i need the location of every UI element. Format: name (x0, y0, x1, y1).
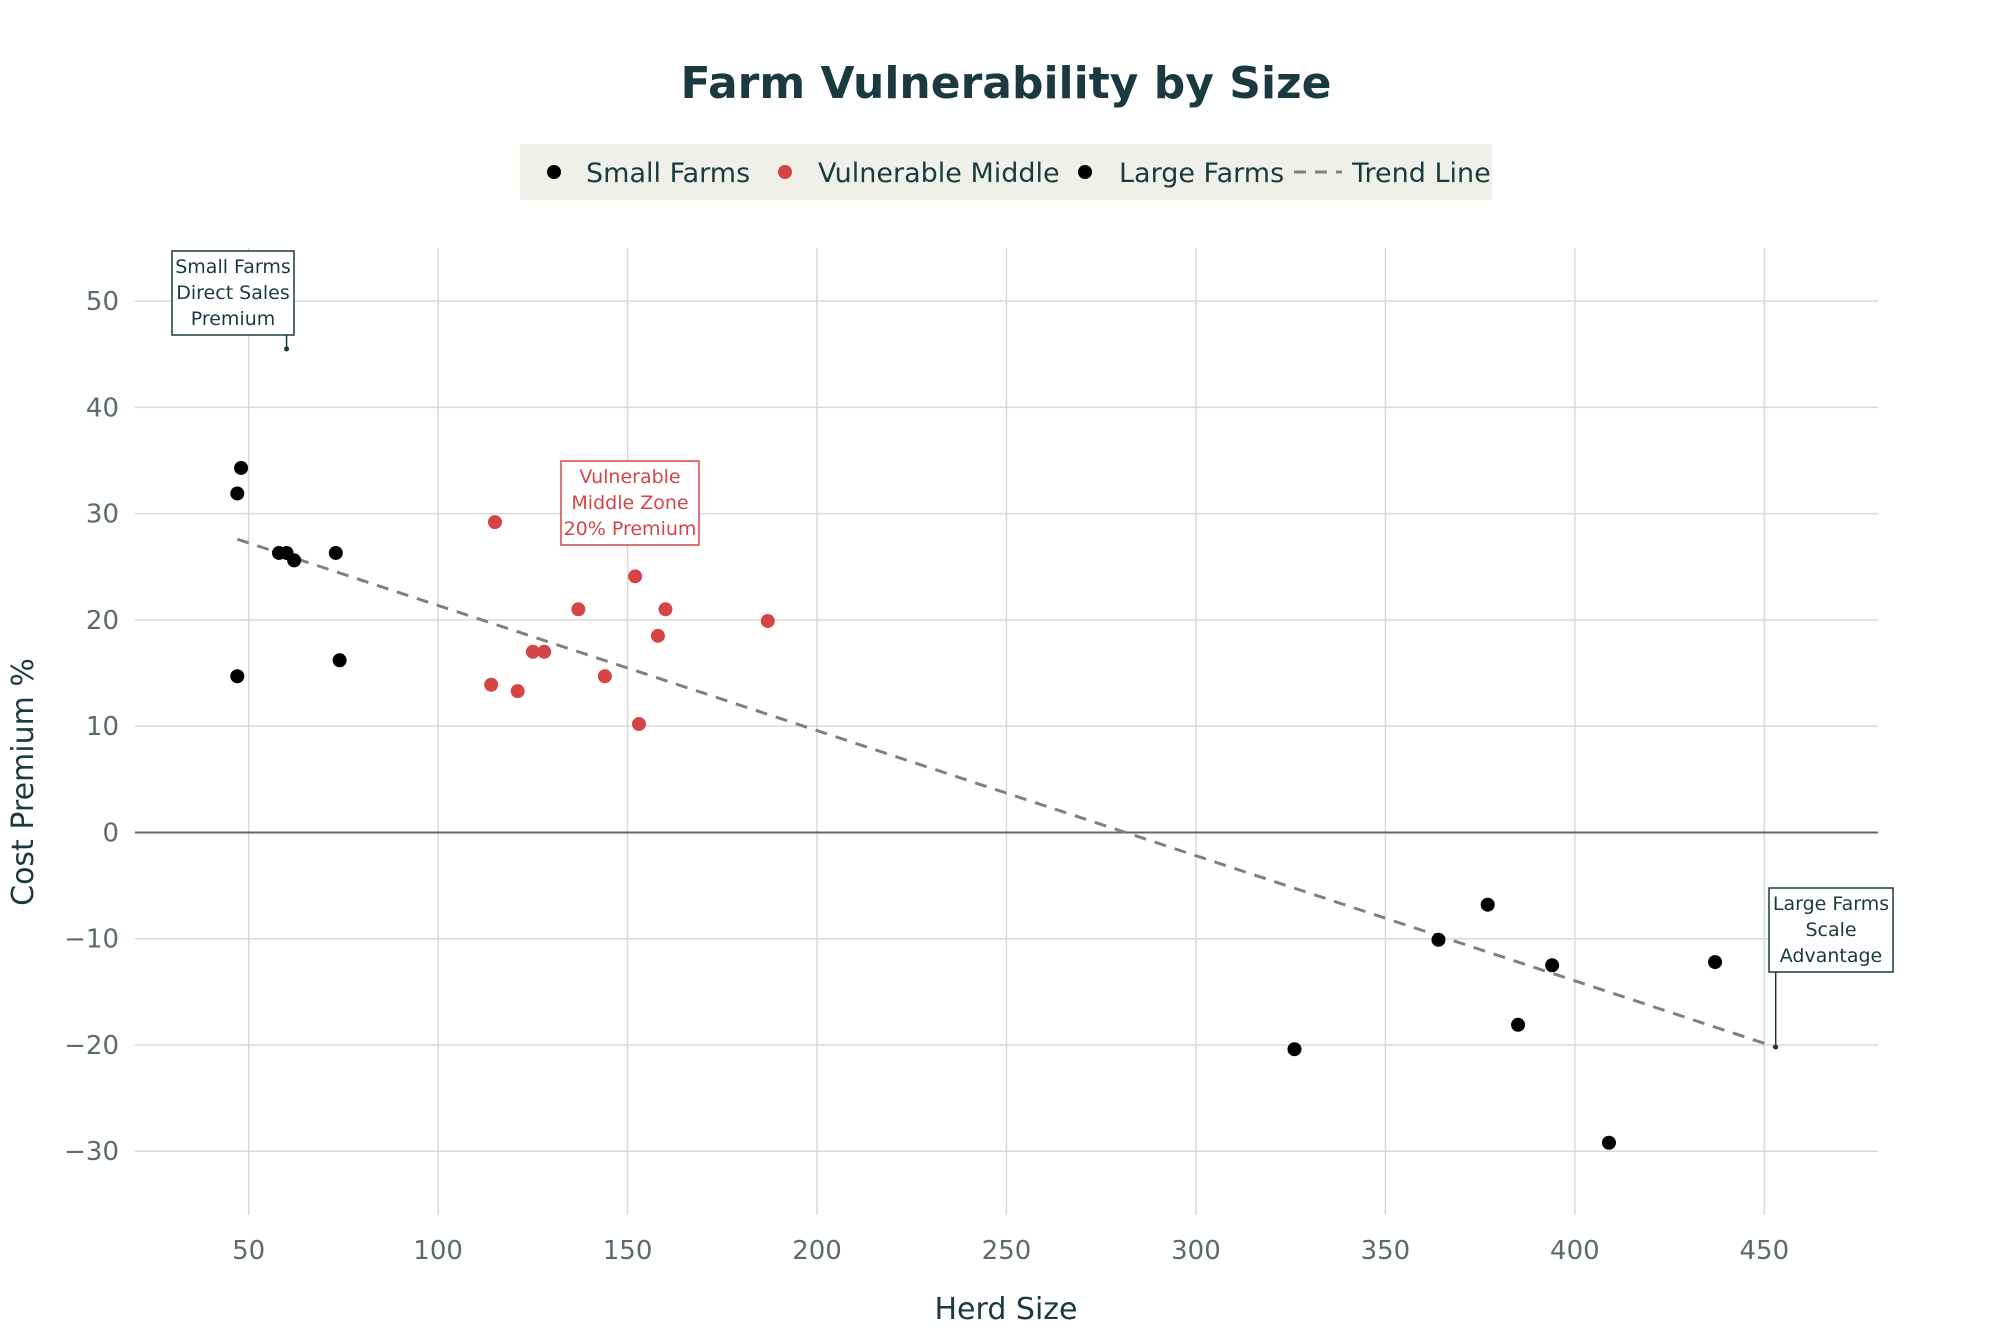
point-small-farms (332, 653, 347, 668)
x-tick-label: 50 (232, 1236, 265, 1266)
point-vulnerable-middle (571, 602, 586, 617)
annotation-text: Advantage (1780, 945, 1883, 967)
point-vulnerable-middle (760, 613, 775, 628)
point-vulnerable-middle (487, 515, 502, 530)
annotation-text: Vulnerable (579, 466, 680, 488)
point-vulnerable-middle (658, 602, 673, 617)
y-tick-label: −30 (64, 1137, 119, 1167)
annotation: Small Farms Direct Sales Premium (171, 250, 295, 352)
annotation-text: Small Farms (175, 256, 291, 278)
point-large-farms (1431, 932, 1446, 947)
annotation: Large Farms Scale Advantage (1768, 887, 1894, 1050)
point-vulnerable-middle (628, 569, 643, 584)
y-tick-label: 40 (86, 393, 119, 423)
x-tick-label: 450 (1740, 1236, 1790, 1266)
point-large-farms (1480, 897, 1495, 912)
legend-background (520, 144, 1492, 200)
annotation-arrow-head (284, 346, 290, 352)
annotation-text: Premium (191, 308, 276, 330)
legend-label-large-farms: Large Farms (1119, 158, 1284, 189)
x-axis-label: Herd Size (935, 1292, 1078, 1327)
legend-marker-vulnerable-middle (778, 165, 792, 179)
y-tick-label: −10 (64, 925, 119, 955)
legend-marker-large-farms (1078, 165, 1092, 179)
point-large-farms (1511, 1017, 1526, 1032)
x-tick-label: 250 (982, 1236, 1032, 1266)
annotation-text: Scale (1805, 919, 1856, 941)
x-tick-label: 300 (1171, 1236, 1221, 1266)
annotation: Vulnerable Middle Zone 20% Premium (560, 460, 700, 546)
point-vulnerable-middle (537, 644, 552, 659)
annotation-text: 20% Premium (564, 518, 697, 540)
point-large-farms (1287, 1042, 1302, 1057)
y-tick-label: 10 (86, 712, 119, 742)
legend-marker-small-farms (547, 165, 561, 179)
annotation-box (560, 460, 700, 546)
point-vulnerable-middle (597, 669, 612, 684)
y-tick-label: 30 (86, 500, 119, 530)
point-small-farms (234, 460, 249, 475)
tick-labels: 50 100 150 200 250 300 350 400 450 −30 −20 −10 0 10 20… (64, 287, 1789, 1266)
point-small-farms (328, 545, 343, 560)
legend-label-small-farms: Small Farms (586, 158, 750, 189)
y-tick-label: −20 (64, 1031, 119, 1061)
point-large-farms (1545, 958, 1560, 973)
legend-label-trend-line: Trend Line (1351, 158, 1491, 189)
point-vulnerable-middle (484, 677, 499, 692)
x-tick-label: 100 (413, 1236, 463, 1266)
annotations: Small Farms Direct Sales Premium Vulnerable… (171, 250, 1894, 1050)
y-tick-label: 20 (86, 606, 119, 636)
point-small-farms (230, 486, 245, 501)
annotation-text: Direct Sales (176, 282, 290, 304)
annotation-arrow-head (1773, 1044, 1779, 1050)
y-axis-label: Cost Premium % (6, 658, 41, 906)
x-tick-label: 150 (603, 1236, 653, 1266)
x-tick-label: 350 (1361, 1236, 1411, 1266)
point-vulnerable-middle (650, 628, 665, 643)
point-large-farms (1708, 955, 1723, 970)
trend-line (236, 537, 1777, 1049)
point-small-farms (287, 553, 302, 568)
x-tick-label: 400 (1550, 1236, 1600, 1266)
legend-label-vulnerable-middle: Vulnerable Middle (818, 158, 1060, 189)
point-small-farms (230, 669, 245, 684)
chart-title: Farm Vulnerability by Size (681, 58, 1332, 109)
legend: Small Farms Vulnerable Middle Large Farm… (520, 144, 1492, 200)
point-vulnerable-middle (510, 684, 525, 699)
trend-line-group (236, 537, 1777, 1049)
y-tick-label: 50 (86, 287, 119, 317)
point-vulnerable-middle (525, 644, 540, 659)
x-tick-label: 200 (792, 1236, 842, 1266)
y-tick-label: 0 (102, 818, 119, 848)
annotation-box (171, 250, 295, 336)
annotation-text: Middle Zone (571, 492, 688, 514)
grid (135, 248, 1878, 1215)
point-vulnerable-middle (631, 717, 646, 732)
point-large-farms (1601, 1135, 1616, 1150)
annotation-text: Large Farms (1773, 893, 1889, 915)
data-points (230, 460, 1723, 1150)
annotation-box (1768, 887, 1894, 973)
